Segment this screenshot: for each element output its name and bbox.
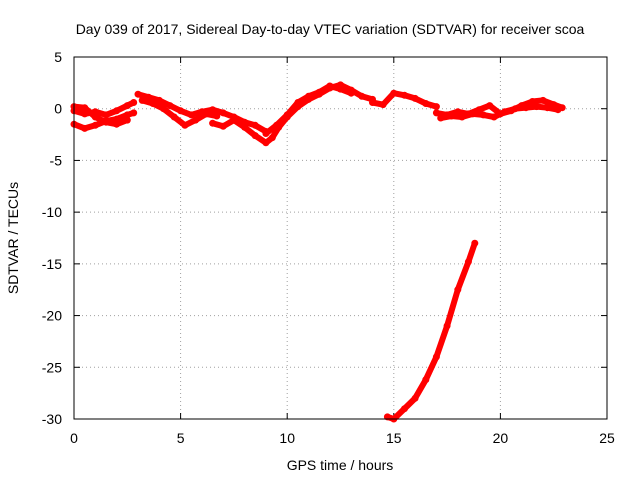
- data-point: [219, 109, 227, 117]
- data-point: [213, 112, 221, 120]
- data-point: [469, 110, 477, 118]
- data-point: [294, 99, 302, 106]
- x-tick-label: 25: [599, 430, 615, 446]
- data-point: [187, 111, 195, 119]
- chart-title: Day 039 of 2017, Sidereal Day-to-day VTE…: [76, 21, 585, 37]
- data-point: [91, 113, 99, 121]
- data-point: [91, 121, 99, 129]
- x-tick-label: 5: [177, 430, 185, 446]
- data-point: [113, 120, 121, 128]
- data-point: [437, 114, 445, 122]
- data-point: [149, 100, 157, 107]
- data-point: [268, 134, 276, 142]
- data-point: [241, 123, 249, 131]
- data-point: [411, 94, 419, 102]
- data-point: [454, 286, 462, 294]
- data-point: [262, 139, 270, 147]
- data-point: [230, 116, 238, 124]
- data-point: [458, 113, 466, 121]
- x-tick-label: 10: [279, 430, 295, 446]
- data-point: [130, 109, 138, 117]
- y-tick-label: -30: [42, 411, 62, 427]
- data-point: [337, 85, 344, 93]
- data-point: [273, 121, 280, 129]
- data-point: [251, 132, 259, 140]
- y-tick-label: -10: [42, 204, 62, 220]
- data-point: [123, 111, 131, 119]
- data-point: [464, 258, 472, 266]
- data-point: [422, 376, 430, 384]
- data-point: [347, 89, 355, 97]
- data-point: [554, 106, 562, 114]
- data-point: [501, 108, 509, 116]
- data-point: [160, 105, 167, 113]
- data-point: [432, 109, 440, 117]
- data-point: [490, 113, 498, 121]
- data-point: [155, 96, 163, 104]
- data-point: [181, 121, 189, 129]
- grid-layer: [74, 57, 607, 419]
- y-axis-label: SDTVAR / TECUs: [5, 182, 21, 294]
- data-point: [486, 102, 494, 110]
- data-point: [326, 82, 334, 90]
- data-point: [432, 103, 440, 111]
- data-point: [443, 322, 451, 330]
- data-point: [123, 116, 131, 124]
- data-point: [305, 92, 312, 100]
- data-point: [533, 103, 541, 111]
- y-tick-label: -25: [42, 359, 62, 375]
- data-point: [262, 130, 270, 137]
- data-point: [166, 102, 174, 110]
- y-tick-label: -15: [42, 256, 62, 272]
- data-point: [411, 394, 419, 402]
- data-point: [170, 113, 178, 121]
- data-point: [102, 118, 110, 126]
- plot-frame: [73, 56, 608, 420]
- data-point: [528, 98, 536, 105]
- data-point: [471, 239, 479, 247]
- data-point: [209, 106, 217, 114]
- data-point: [192, 116, 199, 124]
- data-point: [219, 122, 227, 130]
- data-point: [358, 92, 366, 100]
- data-point: [543, 104, 551, 112]
- data-point: [401, 91, 408, 99]
- data-point: [81, 124, 89, 132]
- y-tick-label: -20: [42, 308, 62, 324]
- series-track-k: [384, 240, 478, 422]
- y-tick-label: -5: [50, 152, 63, 168]
- x-axis-label: GPS time / hours: [287, 457, 394, 473]
- data-point: [479, 111, 487, 119]
- y-tick-label: 5: [54, 49, 62, 65]
- data-point: [390, 89, 398, 97]
- data-point: [130, 99, 138, 106]
- x-tick-label: 15: [386, 430, 402, 446]
- data-point: [447, 112, 455, 120]
- data-point: [134, 90, 142, 98]
- data-point: [432, 353, 440, 361]
- data-point: [511, 105, 519, 113]
- x-tick-label: 0: [70, 430, 78, 446]
- data-point: [401, 405, 408, 413]
- data-point: [369, 99, 376, 106]
- data-point: [123, 102, 131, 110]
- data-point: [177, 107, 185, 115]
- data-point: [315, 88, 323, 96]
- data-point: [379, 101, 387, 109]
- y-tick-label: 0: [54, 101, 62, 117]
- series-layer: [70, 81, 566, 423]
- x-tick-label: 20: [493, 430, 509, 446]
- data-point: [209, 119, 217, 127]
- data-point: [138, 96, 146, 104]
- data-point: [539, 96, 547, 104]
- data-point: [251, 121, 259, 129]
- data-point: [113, 107, 121, 115]
- data-point: [202, 110, 210, 118]
- data-point: [81, 104, 89, 112]
- data-point: [522, 104, 530, 112]
- data-point: [283, 111, 291, 119]
- data-point: [102, 111, 110, 119]
- data-point: [422, 100, 430, 107]
